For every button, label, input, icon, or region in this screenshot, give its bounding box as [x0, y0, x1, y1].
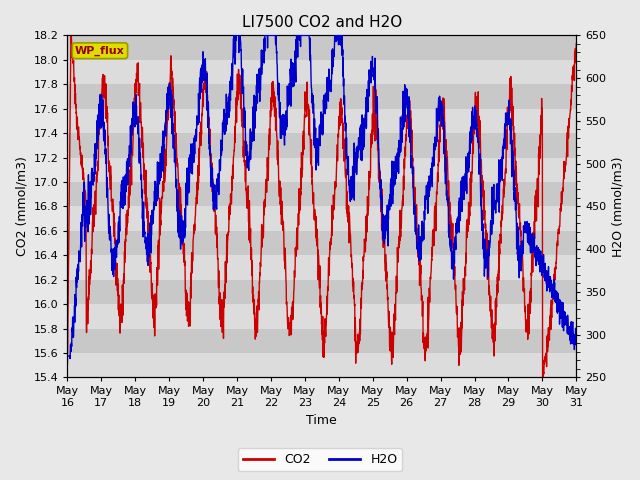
Bar	[67, 157, 576, 182]
Bar	[67, 304, 576, 328]
Bar	[67, 328, 576, 353]
Bar	[67, 353, 576, 377]
Legend: CO2, H2O: CO2, H2O	[237, 448, 403, 471]
Y-axis label: CO2 (mmol/m3): CO2 (mmol/m3)	[15, 156, 28, 256]
X-axis label: Time: Time	[307, 414, 337, 427]
Bar	[67, 60, 576, 84]
Bar	[67, 133, 576, 157]
Bar	[67, 280, 576, 304]
Y-axis label: H2O (mmol/m3): H2O (mmol/m3)	[612, 156, 625, 257]
Bar	[67, 231, 576, 255]
Title: LI7500 CO2 and H2O: LI7500 CO2 and H2O	[242, 15, 402, 30]
Bar	[67, 182, 576, 206]
Text: WP_flux: WP_flux	[75, 46, 125, 56]
Bar	[67, 84, 576, 108]
Bar	[67, 206, 576, 231]
Bar	[67, 255, 576, 280]
Bar	[67, 108, 576, 133]
Bar	[67, 36, 576, 60]
